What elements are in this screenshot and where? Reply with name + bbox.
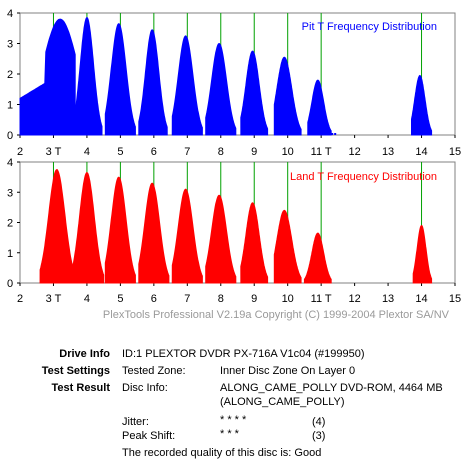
chart1-peak-10: [411, 74, 433, 136]
chart1-peak-7: [240, 50, 269, 136]
peak-shift-score: (3): [312, 430, 326, 442]
chart2-peak-2: [71, 172, 105, 284]
chart2-ytick-label: 1: [7, 248, 13, 260]
copyright-text: PlexTools Professional V2.19a Copyright …: [103, 309, 450, 321]
disc-info-value-line1: ALONG_CAME_POLLY DVD-ROM, 4464 MB: [220, 382, 443, 394]
tested-zone-key: Tested Zone:: [122, 365, 186, 377]
chart2-xtick-label: 13: [382, 293, 394, 305]
chart1-xtick-label: 3 T: [46, 146, 62, 158]
test-settings-label: Test Settings: [41, 365, 110, 377]
tested-zone-value: Inner Disc Zone On Layer 0: [220, 365, 356, 377]
chart1-xtick-label: 11 T: [311, 146, 332, 158]
chart2-peak-10: [412, 224, 433, 284]
chart2-xtick-label: 5: [117, 293, 123, 305]
chart1-baseline-dot: [334, 133, 337, 135]
chart2-xtick-label: 11 T: [311, 293, 332, 305]
quality-statement: The recorded quality of this disc is: Go…: [122, 447, 322, 459]
chart2-ytick-label: 3: [7, 187, 13, 199]
chart2-xtick-label: 6: [151, 293, 157, 305]
chart1-title: Pit T Frequency Distribution: [302, 21, 437, 33]
chart1-ytick-label: 1: [7, 100, 13, 112]
chart2-xtick-label: 14: [415, 293, 427, 305]
chart2-peak-4: [138, 182, 170, 284]
chart1-xtick-label: 8: [218, 146, 224, 158]
chart2-peak-5: [171, 188, 203, 284]
chart1-xtick-label: 10: [282, 146, 294, 158]
chart1-peak-5: [171, 35, 203, 136]
chart1-ytick-label: 4: [7, 8, 13, 20]
chart1-xtick-label: 4: [84, 146, 90, 158]
chart1-peak-4: [138, 29, 168, 136]
chart2-peak-9: [303, 232, 332, 284]
disc-info-key: Disc Info:: [122, 382, 168, 394]
chart2-peak-1: [39, 169, 76, 284]
chart1-xtick-label: 15: [449, 146, 461, 158]
chart2-xtick-label: 2: [17, 293, 23, 305]
chart2-peak-3: [104, 176, 136, 284]
chart2-xtick-label: 3 T: [46, 293, 62, 305]
chart2-xtick-label: 10: [282, 293, 294, 305]
chart1-xtick-label: 6: [151, 146, 157, 158]
chart2-peak-6: [205, 194, 237, 284]
chart2-xtick-label: 9: [251, 293, 257, 305]
disc-info-value-line2: (ALONG_CAME_POLLY): [220, 396, 345, 408]
chart1-xtick-label: 7: [184, 146, 190, 158]
chart2-xtick-label: 7: [184, 293, 190, 305]
chart1-peak-6: [205, 42, 237, 136]
chart1-xtick-label: 5: [117, 146, 123, 158]
jitter-key: Jitter:: [122, 416, 149, 428]
chart1-xtick-label: 9: [251, 146, 257, 158]
chart2-xtick-label: 12: [348, 293, 360, 305]
chart1-ytick-label: 3: [7, 39, 13, 51]
chart1-peak-1: [19, 18, 76, 136]
chart1-xtick-label: 14: [415, 146, 427, 158]
chart1-xtick-label: 2: [17, 146, 23, 158]
chart1-peak-2: [74, 17, 103, 136]
test-result-label: Test Result: [51, 382, 110, 394]
chart1-peak-3: [104, 23, 136, 136]
chart2-xtick-label: 15: [449, 293, 461, 305]
chart1-peak-8: [273, 56, 302, 136]
chart1-peak-9: [307, 79, 332, 136]
drive-info-label: Drive Info: [59, 348, 110, 360]
chart1-xtick-label: 13: [382, 146, 394, 158]
chart2-peak-7: [240, 202, 269, 284]
chart1-ytick-label: 2: [7, 69, 13, 81]
jitter-score: (4): [312, 416, 326, 428]
chart2-xtick-label: 4: [84, 293, 90, 305]
peak-shift-key: Peak Shift:: [122, 430, 176, 442]
chart2-ytick-label: 2: [7, 218, 13, 230]
chart2-peak-8: [273, 209, 302, 284]
chart1-xtick-label: 12: [348, 146, 360, 158]
drive-info-value: ID:1 PLEXTOR DVDR PX-716A V1c04 (#199950…: [122, 348, 365, 360]
chart1-ytick-label: 0: [7, 130, 13, 142]
chart2-xtick-label: 8: [218, 293, 224, 305]
chart2-title: Land T Frequency Distribution: [290, 171, 437, 183]
chart1-baseline-dot: [331, 133, 334, 135]
chart2-ytick-label: 4: [7, 157, 13, 169]
jitter-stars: * * * *: [220, 414, 247, 426]
chart2-ytick-label: 0: [7, 278, 13, 290]
peak-shift-stars: * * *: [220, 428, 239, 440]
